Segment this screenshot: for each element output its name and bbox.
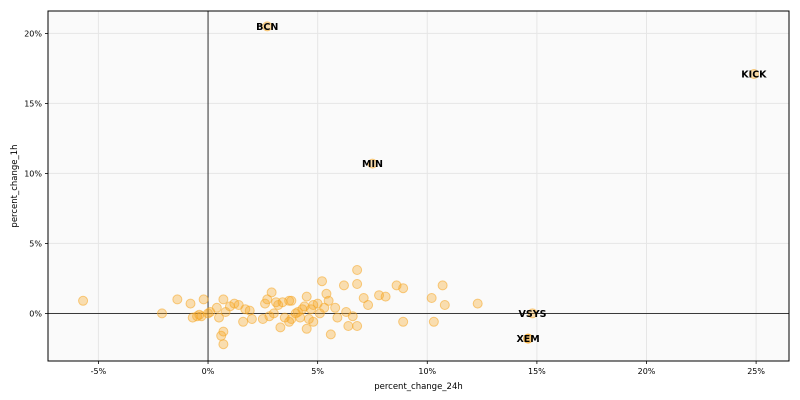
y-axis-title: percent_change_1h <box>10 144 20 227</box>
x-tick-label: 10% <box>418 367 436 376</box>
data-point <box>214 312 224 323</box>
data-point <box>428 316 439 327</box>
data-point <box>437 280 448 291</box>
x-axis-title: percent_change_24h <box>374 382 463 392</box>
data-point <box>275 322 286 333</box>
data-point <box>439 300 450 310</box>
data-point <box>268 308 279 319</box>
data-point <box>352 321 363 331</box>
plot-area <box>48 11 789 361</box>
data-point <box>338 280 349 291</box>
data-point <box>347 311 358 322</box>
data-point <box>398 283 409 294</box>
x-tick-label: 20% <box>638 367 656 376</box>
y-axis-ticks: 0% 5% 10% 15% 20% <box>24 29 48 318</box>
data-point <box>244 305 255 316</box>
data-point <box>211 302 222 313</box>
data-point <box>472 298 483 309</box>
data-point <box>246 314 257 324</box>
x-tick-label: 25% <box>747 367 765 376</box>
data-point <box>317 276 328 287</box>
data-point <box>352 265 363 275</box>
data-point <box>78 295 89 306</box>
data-point <box>358 293 369 303</box>
data-point <box>301 323 312 334</box>
data-point <box>325 329 336 340</box>
annotated-point <box>262 21 273 32</box>
data-point <box>262 294 273 305</box>
data-point <box>295 312 306 323</box>
x-tick-label: 0% <box>202 367 215 376</box>
data-point <box>363 300 374 310</box>
x-tick-label: -5% <box>91 367 107 376</box>
y-tick-label: 0% <box>29 309 42 318</box>
annotations-layer: BCN KICK MIN VSYS XEM <box>256 21 767 345</box>
y-tick-label: 10% <box>24 169 42 178</box>
y-tick-label: 5% <box>29 239 42 248</box>
data-point <box>198 294 209 305</box>
data-point <box>319 302 330 313</box>
data-point <box>308 316 319 327</box>
data-point <box>426 293 437 303</box>
data-point <box>286 295 297 306</box>
plot-frame <box>47 10 790 362</box>
zero-lines <box>48 11 789 361</box>
data-point <box>301 291 312 302</box>
data-point <box>172 294 183 305</box>
data-point <box>330 302 341 313</box>
data-point <box>352 279 363 289</box>
point-annotation: BCN <box>256 22 278 33</box>
x-tick-label: 15% <box>528 367 546 376</box>
data-point <box>323 295 334 306</box>
y-tick-label: 20% <box>24 29 42 38</box>
point-annotation: KICK <box>741 70 767 81</box>
data-point <box>238 316 249 327</box>
annotated-point <box>748 69 759 79</box>
data-point <box>218 294 229 305</box>
data-point <box>332 312 343 323</box>
annotated-point <box>527 308 538 319</box>
data-point <box>185 298 196 309</box>
annotated-point <box>367 158 378 169</box>
data-point <box>343 321 354 331</box>
data-point <box>266 287 277 298</box>
point-annotation: VSYS <box>519 309 547 320</box>
data-point <box>218 339 229 350</box>
grid-layer <box>48 11 789 361</box>
annotated-point <box>523 333 534 344</box>
data-point <box>218 326 229 337</box>
point-annotation: MIN <box>362 159 383 170</box>
data-point <box>157 308 167 319</box>
point-annotation: XEM <box>516 334 539 345</box>
data-point <box>398 316 409 327</box>
y-tick-label: 15% <box>24 99 42 108</box>
x-axis-ticks: -5% 0% 5% 10% 15% 20% 25% <box>91 361 765 376</box>
x-tick-label: 5% <box>311 367 324 376</box>
data-point <box>380 291 391 302</box>
